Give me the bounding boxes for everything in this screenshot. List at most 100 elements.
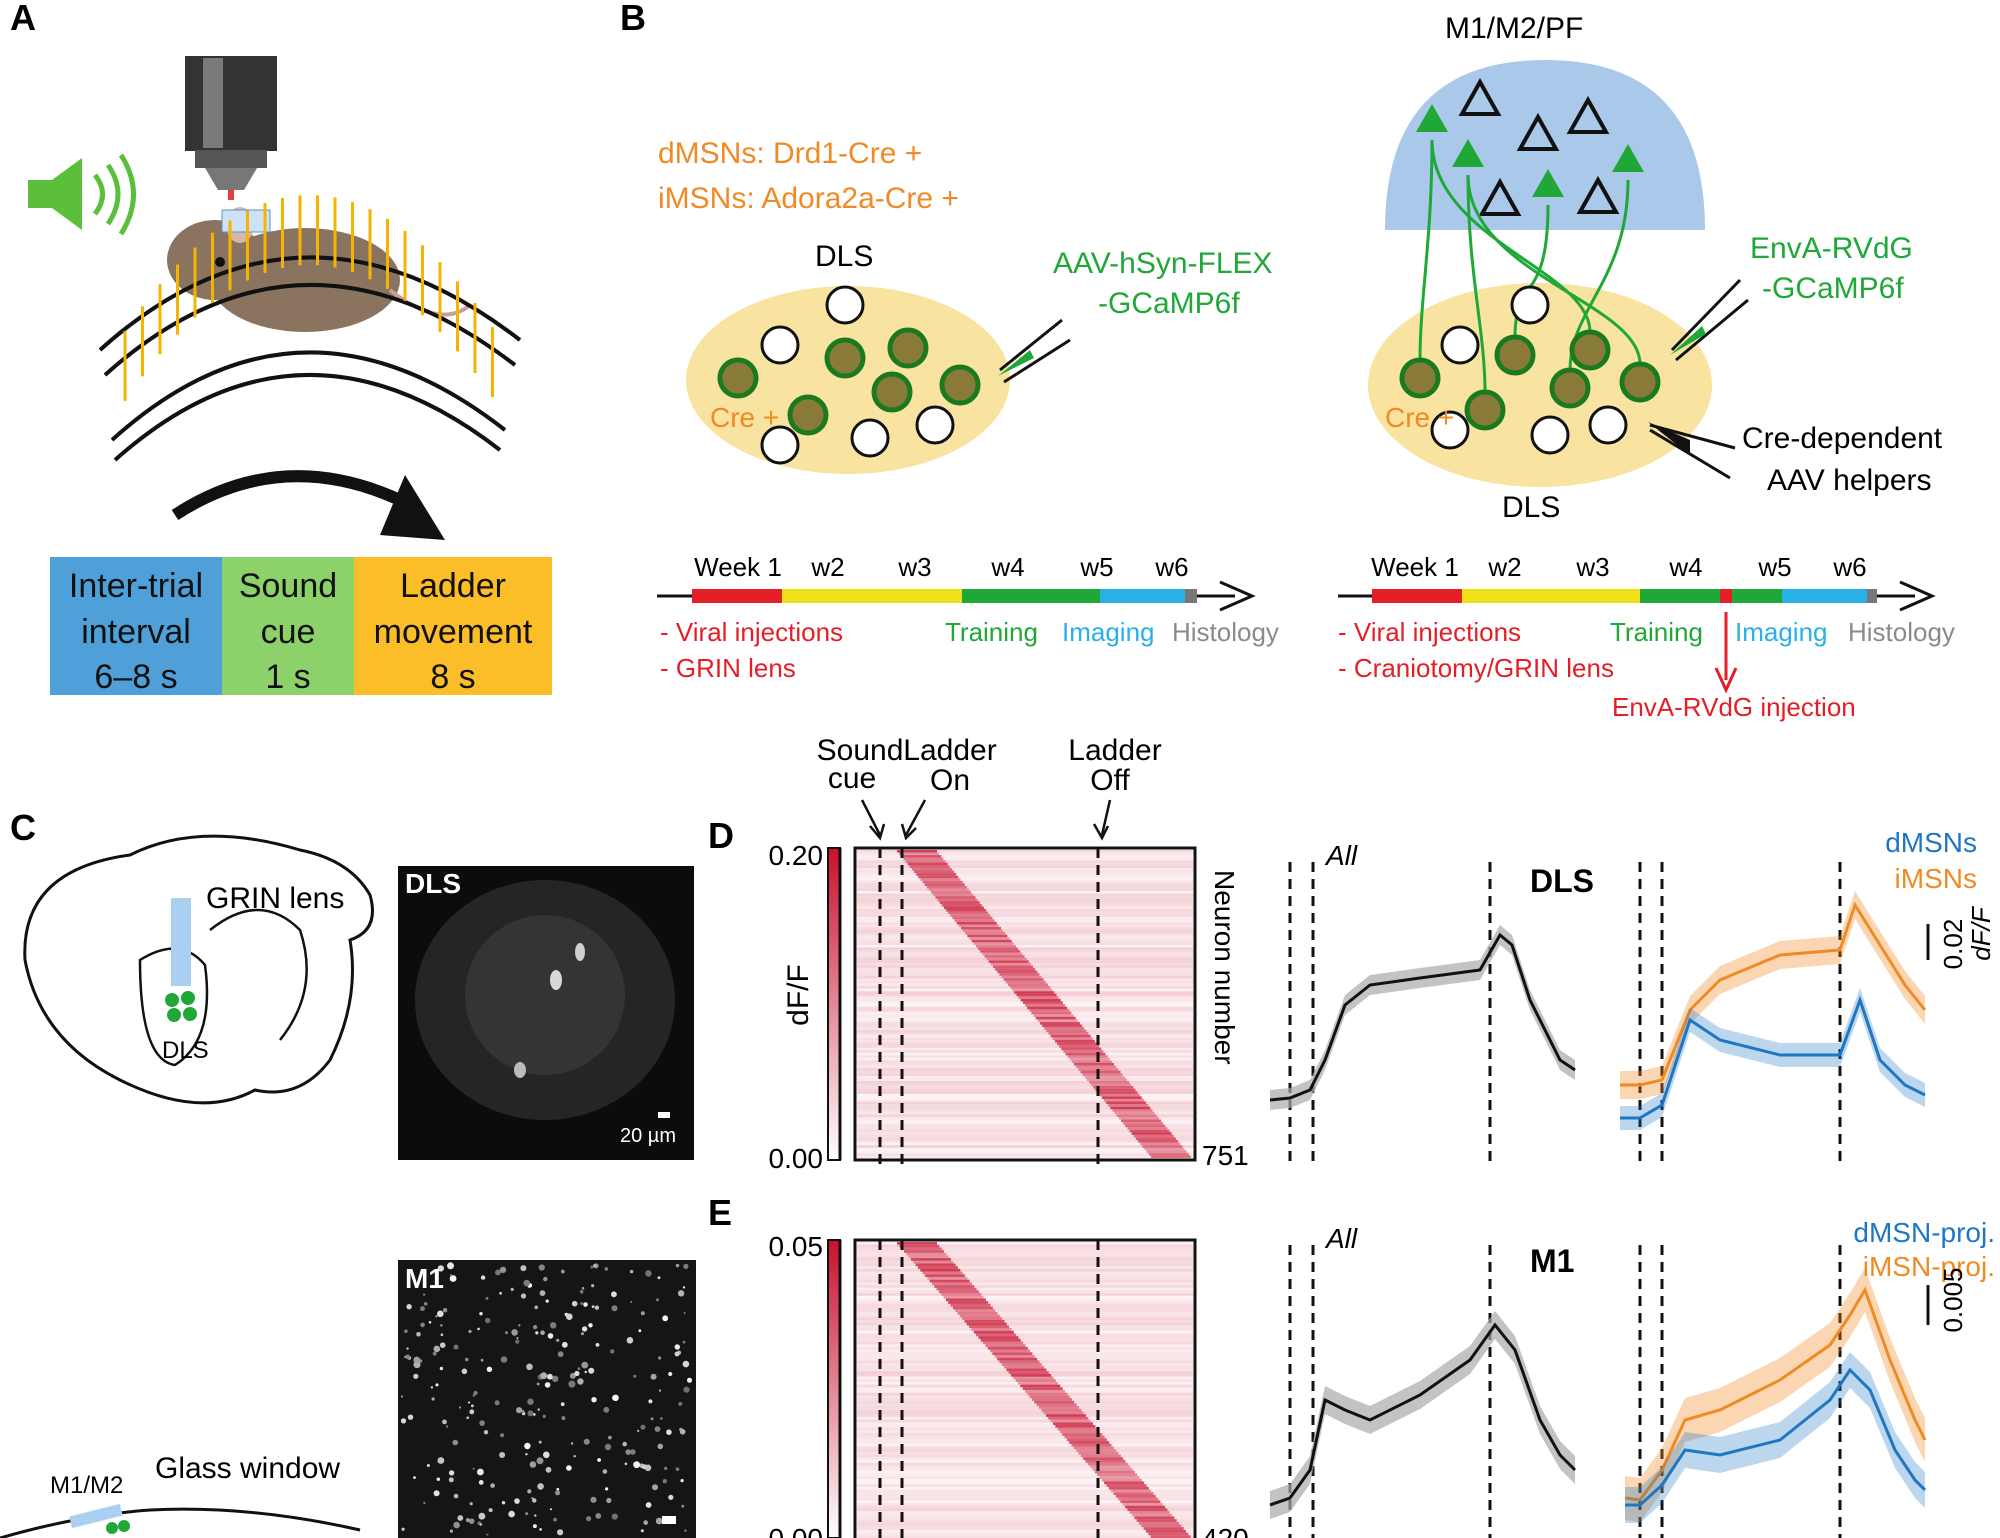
neuron-peak <box>1020 1384 1061 1388</box>
neuron-peak <box>997 1357 1038 1361</box>
svg-text:DLS: DLS <box>1530 863 1594 899</box>
svg-text:w4: w4 <box>1668 552 1702 582</box>
neuron-row <box>857 924 1193 927</box>
cell-body <box>787 394 829 436</box>
svg-text:Imaging: Imaging <box>1062 617 1155 647</box>
cell-spot <box>529 1461 537 1468</box>
neuron-row <box>857 1505 1193 1509</box>
neuron-peak <box>1048 1416 1089 1420</box>
neuron-peak <box>971 1328 1012 1331</box>
neuron-peak <box>1055 1425 1096 1428</box>
cell-spot <box>511 1329 518 1336</box>
cell-spot <box>595 1343 600 1347</box>
svg-text:-GCaMP6f: -GCaMP6f <box>1762 272 1904 305</box>
neuron-row <box>857 1355 1193 1358</box>
svg-text:0.20: 0.20 <box>769 840 824 871</box>
cell-spot <box>523 1279 530 1287</box>
neuron-row <box>857 1521 1193 1525</box>
phase-ladder-movement <box>354 557 552 695</box>
neuron-row <box>857 1406 1193 1409</box>
cell-spot <box>499 1452 506 1458</box>
neuron-peak <box>1116 1114 1157 1117</box>
neuron-row <box>857 1075 1193 1079</box>
neuron-row <box>857 914 1193 917</box>
cell-spot <box>540 1330 545 1335</box>
cell-spot <box>420 1306 425 1312</box>
cell-spot <box>490 1483 495 1488</box>
neuron-peak <box>914 870 955 874</box>
neuron-row <box>857 957 1193 961</box>
neuron-row <box>857 945 1193 948</box>
neuron-row <box>857 986 1193 989</box>
neuron-peak <box>1018 1381 1058 1385</box>
neuron-row <box>857 919 1193 922</box>
cell-spot <box>638 1329 642 1333</box>
neuron-peak <box>931 1282 972 1286</box>
neuron-peak <box>937 898 978 902</box>
svg-text:M1: M1 <box>405 1263 444 1294</box>
cell-spot <box>641 1464 647 1470</box>
cell-spot <box>679 1429 686 1435</box>
neuron-peak <box>903 857 944 861</box>
svg-text:Week 1: Week 1 <box>694 552 782 582</box>
neuron-peak <box>986 957 1027 961</box>
neuron-peak <box>1148 1152 1189 1156</box>
svg-text:dF/F: dF/F <box>1966 905 1996 961</box>
neuron-row <box>857 1322 1193 1326</box>
neuron-row <box>857 1101 1193 1105</box>
neuron-peak <box>1148 1532 1189 1536</box>
cell-spot <box>531 1497 534 1500</box>
cell-spot <box>448 1477 454 1483</box>
neuron-row <box>857 1312 1193 1315</box>
neuron-peak <box>909 865 950 868</box>
neuron-row <box>857 898 1193 902</box>
axon <box>1466 174 1487 393</box>
axon <box>1418 139 1434 361</box>
neuron-peak <box>983 1341 1024 1345</box>
neuron-row <box>857 1460 1193 1463</box>
neuron-row <box>857 1247 1193 1251</box>
svg-text:Off: Off <box>1090 764 1130 797</box>
neuron-peak <box>945 1298 986 1302</box>
cell-spot <box>674 1344 680 1350</box>
cell-spot <box>457 1515 464 1521</box>
cell-spot <box>516 1337 519 1340</box>
cell-spot <box>652 1484 658 1491</box>
neuron-peak <box>959 1314 1000 1318</box>
cell-spot <box>479 1312 483 1316</box>
neuron-peak <box>1003 978 1044 981</box>
cell-spot <box>573 1455 576 1458</box>
cell-spot <box>543 1451 550 1459</box>
neuron-row <box>857 870 1193 874</box>
cell-spot <box>477 1468 484 1476</box>
pyramidal-neuron <box>1516 112 1560 151</box>
neuron-row <box>857 857 1193 861</box>
neuron-row <box>857 1024 1193 1028</box>
neuron-row <box>857 1068 1193 1071</box>
svg-text:Histology: Histology <box>1848 617 1955 647</box>
neuron-peak <box>905 860 946 863</box>
cell-spot <box>406 1347 409 1350</box>
neuron-peak <box>1090 1465 1131 1468</box>
cell-spot <box>439 1366 444 1371</box>
cell-spot <box>540 1372 548 1380</box>
cell-spot <box>668 1371 673 1377</box>
neuron-peak <box>1139 1521 1179 1525</box>
cell-spot <box>625 1449 631 1455</box>
cell-spot <box>604 1267 609 1271</box>
cell-body <box>717 357 759 399</box>
cell-body <box>760 325 800 365</box>
svg-text:cue: cue <box>261 613 316 651</box>
neuron-peak <box>1115 1494 1156 1498</box>
neuron-row <box>857 934 1193 938</box>
neuron-peak <box>1093 1086 1134 1089</box>
neuron-peak <box>1133 1134 1174 1138</box>
cell-spot <box>650 1373 657 1380</box>
neuron-row <box>857 1104 1193 1107</box>
neuron-peak <box>1112 1109 1153 1112</box>
neuron-row <box>857 873 1193 876</box>
neuron-row <box>857 1468 1193 1471</box>
neuron-peak <box>1064 1435 1105 1439</box>
neuron-row <box>857 893 1193 897</box>
cell-spot <box>420 1322 425 1328</box>
